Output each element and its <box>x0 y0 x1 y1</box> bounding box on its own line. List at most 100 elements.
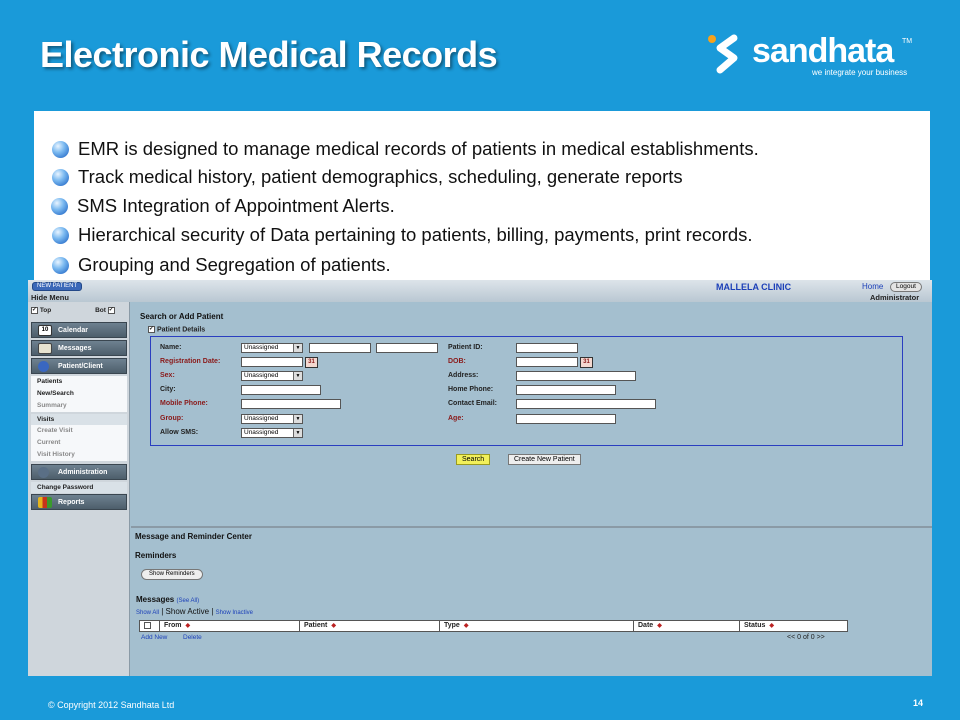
sidebar-link-new-search[interactable]: New/Search <box>31 388 127 400</box>
sidebar-dock-options: ✓ Top Bot ✓ <box>31 307 127 314</box>
calendar-picker-icon[interactable]: 31 <box>580 357 593 368</box>
select-all-cell[interactable] <box>140 621 160 631</box>
reports-icon <box>38 497 52 508</box>
app-topbar: NEW PATIENT Hide Menu MALLELA CLINIC Hom… <box>28 280 932 302</box>
bullet-ball-icon <box>52 256 69 274</box>
age-input[interactable] <box>516 414 616 424</box>
first-name-input[interactable] <box>309 343 371 353</box>
column-status[interactable]: Status ◆ <box>744 622 775 629</box>
emr-app-screenshot: NEW PATIENT Hide Menu MALLELA CLINIC Hom… <box>28 280 932 676</box>
clinic-name: MALLELA CLINIC <box>716 282 792 292</box>
search-panel-title: Search or Add Patient <box>140 312 224 321</box>
sex-select[interactable]: Unassigned ▼ <box>241 371 303 381</box>
messages-table-header: From ◆ Patient ◆ Type ◆ Date ◆ Status ◆ <box>139 620 848 632</box>
top-label: Top <box>39 307 52 315</box>
select-all-checkbox[interactable] <box>144 621 151 629</box>
home-link[interactable]: Home <box>862 282 884 291</box>
envelope-icon <box>38 343 52 354</box>
chevron-down-icon: ▼ <box>293 415 302 423</box>
bullet-item: SMS Integration of Appointment Alerts. <box>51 195 395 217</box>
sidebar-link-change-password[interactable]: Change Password <box>31 482 127 493</box>
mobile-phone-input[interactable] <box>241 399 341 409</box>
sort-icon: ◆ <box>331 623 336 629</box>
messages-pager[interactable]: << 0 of 0 >> <box>787 634 825 641</box>
sidebar-item-administration[interactable]: Administration <box>31 464 127 480</box>
show-active-link[interactable]: Show Active <box>165 607 210 616</box>
person-icon <box>38 361 49 372</box>
show-inactive-link[interactable]: Show Inactive <box>215 610 254 616</box>
hide-menu-link[interactable]: Hide Menu <box>31 293 69 302</box>
message-reminder-center: Message and Reminder Center Reminders Sh… <box>131 528 932 676</box>
create-new-patient-button[interactable]: Create New Patient <box>508 454 581 465</box>
message-center-title: Message and Reminder Center <box>135 532 252 541</box>
registration-date-input[interactable] <box>241 357 303 367</box>
patient-details-toggle[interactable]: ✓ Patient Details <box>148 326 206 334</box>
delete-link[interactable]: Delete <box>183 634 202 641</box>
city-input[interactable] <box>241 385 321 395</box>
slide-title: Electronic Medical Records <box>40 34 498 75</box>
calendar-picker-icon[interactable]: 31 <box>305 357 318 368</box>
sidebar-link-patients[interactable]: Patients <box>31 376 127 388</box>
messages-heading: Messages (See All) <box>136 595 200 604</box>
show-all-link[interactable]: Show All <box>136 610 160 616</box>
allow-sms-label: Allow SMS: <box>160 429 199 436</box>
reminders-heading: Reminders <box>135 551 177 560</box>
sort-icon: ◆ <box>185 623 191 629</box>
bot-label: Bot <box>95 307 106 315</box>
home-phone-label: Home Phone: <box>448 386 494 393</box>
dob-input[interactable] <box>516 357 578 367</box>
sidebar-link-summary[interactable]: Summary <box>31 400 127 412</box>
name-title-select[interactable]: Unassigned ▼ <box>241 343 303 353</box>
sort-icon: ◆ <box>463 623 469 629</box>
sidebar-section-visits: Visits <box>31 414 127 425</box>
chevron-down-icon: ▼ <box>293 372 302 380</box>
sidebar-item-reports[interactable]: Reports <box>31 494 127 510</box>
home-phone-input[interactable] <box>516 385 616 395</box>
logout-button[interactable]: Logout <box>890 282 922 292</box>
last-name-input[interactable] <box>376 343 438 353</box>
new-patient-button[interactable]: NEW PATIENT <box>32 282 83 291</box>
dob-label: DOB: <box>448 358 466 365</box>
search-button[interactable]: Search <box>456 454 491 465</box>
sidebar-link-visit-history[interactable]: Visit History <box>31 449 127 461</box>
slide-number: 14 <box>913 698 924 708</box>
allow-sms-select[interactable]: Unassigned ▼ <box>241 428 303 438</box>
sidebar: ✓ Top Bot ✓ 10 Calendar Messages Patient… <box>28 302 130 676</box>
bot-checkbox[interactable]: ✓ <box>107 307 115 314</box>
current-user: Administrator <box>870 293 920 302</box>
contact-email-input[interactable] <box>516 399 656 409</box>
chevron-down-icon: ▼ <box>293 344 302 352</box>
sex-label: Sex: <box>160 372 175 379</box>
sidebar-item-patient-client[interactable]: Patient/Client <box>31 358 127 374</box>
address-input[interactable] <box>516 371 636 381</box>
sidebar-link-current[interactable]: Current <box>31 437 127 449</box>
panel-divider <box>131 526 932 528</box>
column-type[interactable]: Type ◆ <box>440 621 634 631</box>
patient-id-input[interactable] <box>516 343 578 353</box>
patient-id-label: Patient ID: <box>448 344 483 351</box>
group-select[interactable]: Unassigned ▼ <box>241 414 303 424</box>
footer-copyright: © Copyright 2012 Sandhata Ltd <box>48 700 175 710</box>
show-reminders-button[interactable]: Show Reminders <box>141 569 203 580</box>
mobile-phone-label: Mobile Phone: <box>160 400 208 407</box>
see-all-link[interactable]: (See All) <box>176 598 200 604</box>
search-panel: Search or Add Patient ✓ Patient Details … <box>131 302 932 526</box>
sidebar-item-calendar[interactable]: 10 Calendar <box>31 322 127 338</box>
sidebar-link-create-visit[interactable]: Create Visit <box>31 425 127 437</box>
sidebar-item-messages[interactable]: Messages <box>31 340 127 356</box>
bullet-panel: EMR is designed to manage medical record… <box>34 111 930 283</box>
patient-details-fieldset: Name: Unassigned ▼ Registration Date: 31 … <box>150 336 903 446</box>
sandhata-logo: sandhata TM we integrate your business <box>704 30 924 80</box>
column-patient[interactable]: Patient ◆ <box>300 621 440 631</box>
age-label: Age: <box>448 415 464 422</box>
column-from[interactable]: From ◆ <box>160 621 300 631</box>
add-new-link[interactable]: Add New <box>141 634 168 641</box>
column-date[interactable]: Date ◆ <box>634 621 740 631</box>
bullet-ball-icon <box>52 140 69 158</box>
logo-tagline: we integrate your business <box>812 68 908 77</box>
bullet-item: Track medical history, patient demograph… <box>52 166 683 188</box>
top-checkbox[interactable]: ✓ <box>31 307 38 314</box>
name-label: Name: <box>160 344 182 351</box>
patient-details-checkbox[interactable]: ✓ <box>148 326 155 333</box>
bullet-item: Grouping and Segregation of patients. <box>52 254 391 276</box>
